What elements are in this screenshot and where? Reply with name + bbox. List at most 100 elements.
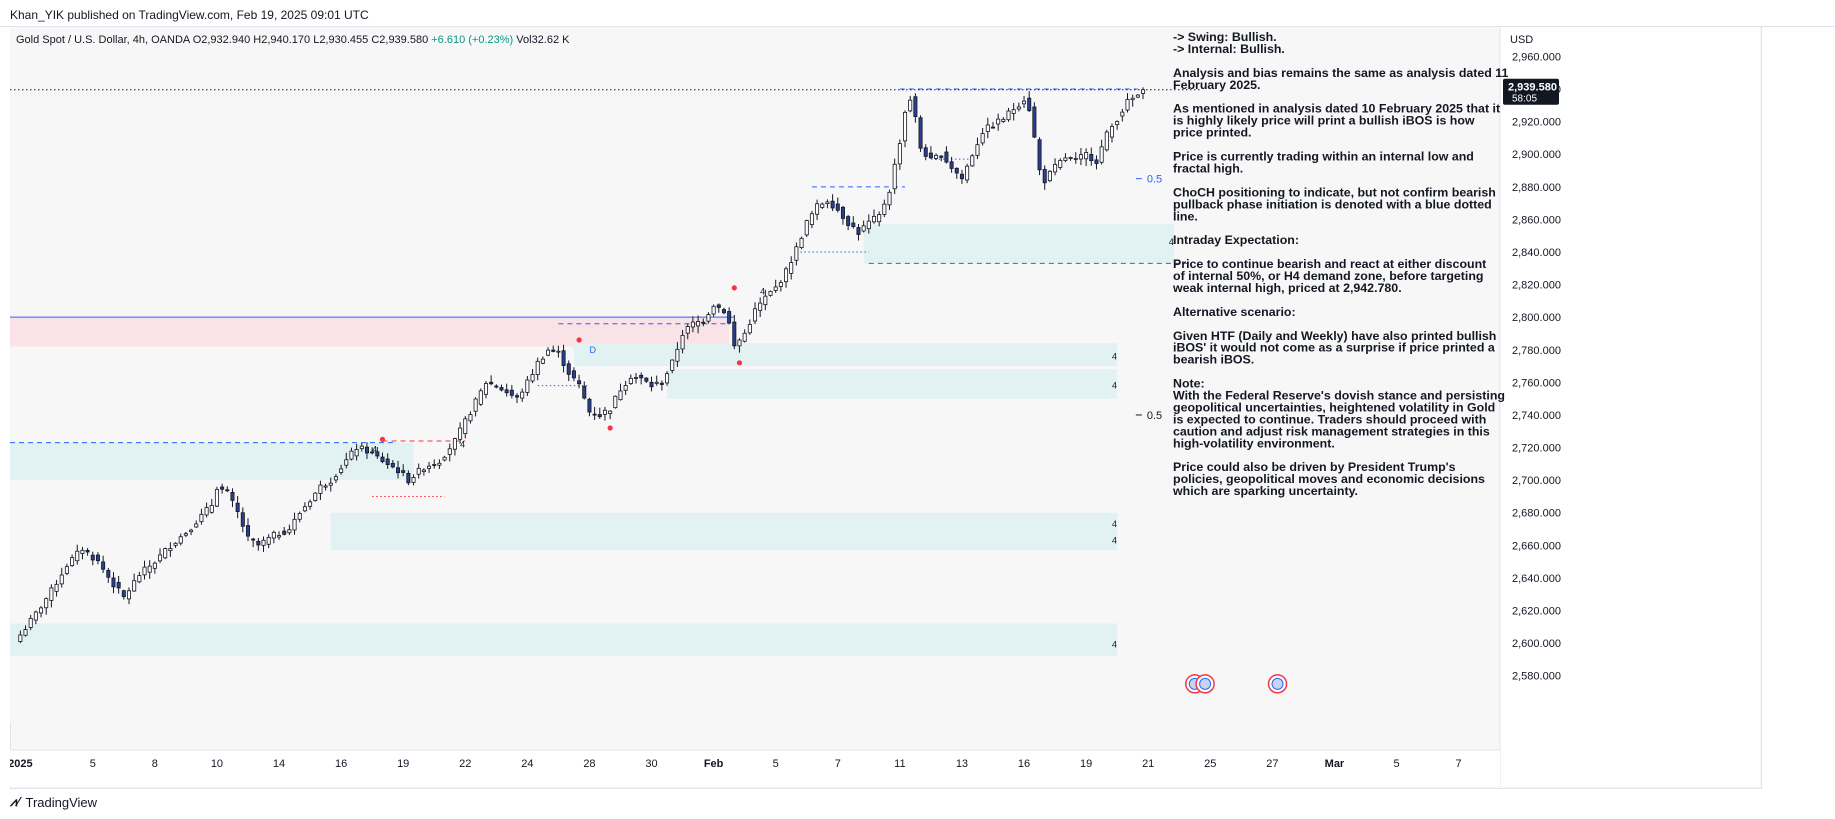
candle-up[interactable] bbox=[54, 583, 59, 592]
candle-up[interactable] bbox=[152, 562, 157, 569]
candle-up[interactable] bbox=[1016, 106, 1021, 110]
candle-up[interactable] bbox=[897, 143, 902, 165]
candle-up[interactable] bbox=[178, 536, 183, 544]
candle-down[interactable] bbox=[111, 577, 116, 588]
candle-down[interactable] bbox=[1094, 159, 1099, 164]
candle-up[interactable] bbox=[825, 201, 830, 205]
candle-up[interactable] bbox=[287, 529, 292, 534]
candle-down[interactable] bbox=[582, 385, 587, 399]
candle-up[interactable] bbox=[996, 118, 1001, 125]
candle-down[interactable] bbox=[944, 151, 949, 163]
candle-up[interactable] bbox=[1011, 109, 1016, 114]
candle-up[interactable] bbox=[328, 482, 333, 486]
candle-up[interactable] bbox=[59, 574, 64, 585]
candle-down[interactable] bbox=[406, 472, 411, 484]
candle-up[interactable] bbox=[602, 409, 607, 415]
candle-up[interactable] bbox=[189, 529, 194, 533]
candle-down[interactable] bbox=[561, 350, 566, 366]
candle-up[interactable] bbox=[354, 449, 359, 457]
candle-down[interactable] bbox=[727, 311, 732, 324]
candle-up[interactable] bbox=[690, 321, 695, 328]
candle-down[interactable] bbox=[390, 462, 395, 468]
candle-up[interactable] bbox=[204, 507, 209, 516]
candle-up[interactable] bbox=[308, 501, 313, 507]
candle-up[interactable] bbox=[866, 220, 871, 230]
candle-down[interactable] bbox=[1032, 106, 1037, 138]
candle-up[interactable] bbox=[349, 450, 354, 460]
candle-down[interactable] bbox=[840, 206, 845, 219]
candle-down[interactable] bbox=[225, 489, 230, 492]
candle-down[interactable] bbox=[251, 538, 256, 541]
candle-down[interactable] bbox=[1027, 97, 1032, 112]
candle-down[interactable] bbox=[939, 155, 944, 158]
candle-up[interactable] bbox=[794, 246, 799, 261]
candle-up[interactable] bbox=[903, 111, 908, 142]
candle-up[interactable] bbox=[1135, 94, 1140, 98]
candle-down[interactable] bbox=[489, 381, 494, 385]
candle-up[interactable] bbox=[737, 339, 742, 347]
candle-up[interactable] bbox=[447, 448, 452, 455]
candle-up[interactable] bbox=[1109, 126, 1114, 138]
candle-down[interactable] bbox=[101, 561, 106, 570]
candle-up[interactable] bbox=[654, 381, 659, 384]
candle-up[interactable] bbox=[1047, 170, 1052, 182]
candle-up[interactable] bbox=[194, 523, 199, 528]
candle-down[interactable] bbox=[282, 530, 287, 535]
candle-up[interactable] bbox=[623, 385, 628, 391]
candle-up[interactable] bbox=[685, 326, 690, 334]
candle-down[interactable] bbox=[721, 309, 726, 314]
candle-down[interactable] bbox=[499, 387, 504, 391]
candle-up[interactable] bbox=[173, 542, 178, 546]
candle-up[interactable] bbox=[520, 391, 525, 399]
candle-up[interactable] bbox=[39, 607, 44, 614]
candle-up[interactable] bbox=[458, 427, 463, 440]
candle-up[interactable] bbox=[628, 377, 633, 384]
candle-up[interactable] bbox=[1078, 154, 1083, 160]
candle-up[interactable] bbox=[1006, 110, 1011, 121]
candle-up[interactable] bbox=[452, 438, 457, 450]
candle-down[interactable] bbox=[716, 304, 721, 308]
candle-up[interactable] bbox=[214, 489, 219, 507]
candle-up[interactable] bbox=[75, 550, 80, 562]
candle-up[interactable] bbox=[882, 203, 887, 215]
candle-down[interactable] bbox=[370, 451, 375, 454]
candle-up[interactable] bbox=[1104, 131, 1109, 151]
candle-up[interactable] bbox=[535, 360, 540, 375]
candle-up[interactable] bbox=[820, 203, 825, 208]
candle-down[interactable] bbox=[732, 321, 737, 347]
candle-up[interactable] bbox=[1073, 157, 1078, 160]
candle-up[interactable] bbox=[970, 155, 975, 167]
candle-up[interactable] bbox=[209, 505, 214, 513]
candle-up[interactable] bbox=[64, 566, 69, 574]
candle-up[interactable] bbox=[789, 262, 794, 274]
candle-up[interactable] bbox=[1125, 99, 1130, 111]
candle-up[interactable] bbox=[297, 513, 302, 520]
candle-up[interactable] bbox=[313, 492, 318, 501]
candle-up[interactable] bbox=[871, 215, 876, 223]
candle-up[interactable] bbox=[696, 321, 701, 327]
candle-down[interactable] bbox=[856, 227, 861, 235]
candle-up[interactable] bbox=[80, 549, 85, 554]
candle-down[interactable] bbox=[432, 464, 437, 466]
candle-up[interactable] bbox=[339, 468, 344, 473]
candle-up[interactable] bbox=[163, 548, 168, 559]
candle-down[interactable] bbox=[240, 512, 245, 527]
candle-up[interactable] bbox=[887, 191, 892, 206]
candle-up[interactable] bbox=[70, 557, 75, 567]
candle-up[interactable] bbox=[266, 536, 271, 545]
candle-up[interactable] bbox=[411, 477, 416, 483]
candle-up[interactable] bbox=[546, 349, 551, 356]
candle-up[interactable] bbox=[473, 398, 478, 412]
candle-up[interactable] bbox=[804, 220, 809, 236]
candle-up[interactable] bbox=[747, 324, 752, 334]
candle-down[interactable] bbox=[396, 467, 401, 474]
candle-up[interactable] bbox=[416, 467, 421, 475]
candle-down[interactable] bbox=[401, 470, 406, 473]
candle-down[interactable] bbox=[918, 117, 923, 149]
candle-up[interactable] bbox=[675, 348, 680, 362]
candle-up[interactable] bbox=[1115, 121, 1120, 126]
candle-up[interactable] bbox=[277, 535, 282, 538]
candle-up[interactable] bbox=[147, 565, 152, 573]
candle-up[interactable] bbox=[271, 531, 276, 539]
candle-up[interactable] bbox=[478, 390, 483, 405]
